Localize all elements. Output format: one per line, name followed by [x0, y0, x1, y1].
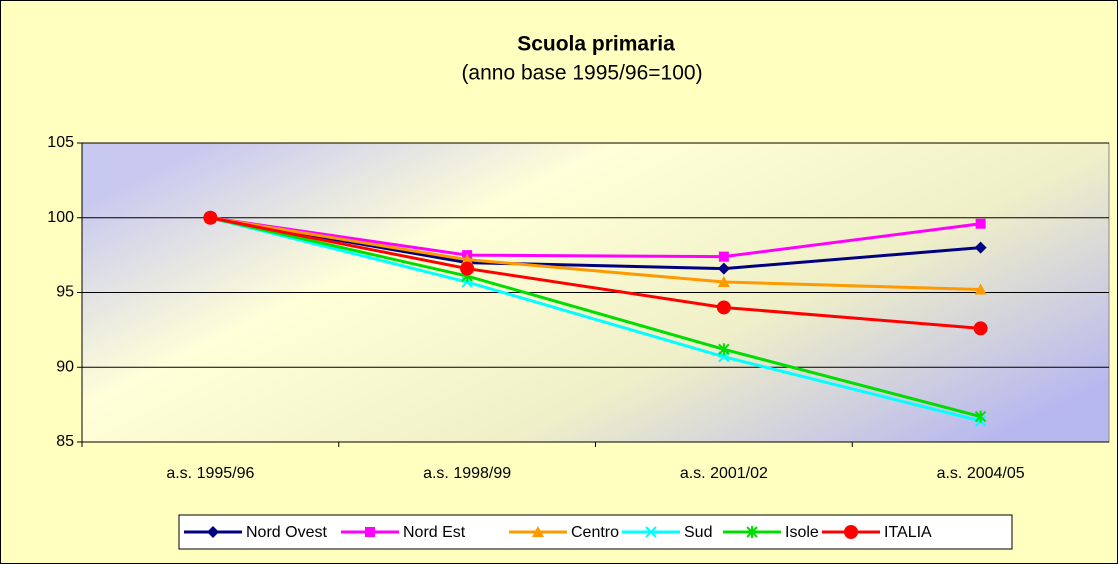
x-tick-label: a.s. 1998/99 [423, 465, 511, 482]
chart-subtitle: (anno base 1995/96=100) [461, 62, 702, 85]
chart-title: Scuola primaria [517, 33, 675, 56]
y-tick-label: 100 [47, 209, 74, 226]
series-line [210, 216, 981, 259]
legend-label: Nord Est [403, 524, 466, 541]
y-tick-label: 90 [56, 358, 74, 375]
legend-label: Nord Ovest [246, 524, 327, 541]
data-point [974, 241, 987, 254]
x-tick-label: a.s. 2004/05 [937, 465, 1025, 482]
data-point [718, 343, 730, 356]
data-point [717, 262, 730, 275]
data-point [203, 210, 218, 225]
y-tick-label: 95 [56, 284, 74, 301]
legend-label: Isole [785, 524, 819, 541]
legend-label: Sud [684, 524, 712, 541]
data-point [717, 276, 730, 288]
y-tick-label: 105 [47, 134, 74, 151]
x-tick-label: a.s. 2001/02 [680, 465, 768, 482]
series-line [210, 216, 982, 419]
series-line [210, 216, 981, 423]
legend-marker [207, 526, 219, 538]
series-line [210, 216, 981, 330]
legend-label: ITALIA [884, 524, 932, 541]
data-point [716, 300, 731, 315]
legend-marker [532, 526, 544, 537]
data-point [461, 253, 474, 265]
legend-marker [746, 526, 758, 538]
data-point [973, 321, 988, 336]
legend-marker [365, 527, 375, 537]
data-point [974, 410, 987, 423]
y-tick-label: 85 [56, 433, 74, 450]
data-point [718, 251, 729, 262]
data-point [974, 283, 987, 295]
legend-marker [645, 526, 657, 538]
legend-label: Centro [571, 524, 619, 541]
series-line [210, 216, 981, 292]
data-point [975, 218, 986, 229]
legend-marker [844, 525, 858, 539]
data-point [460, 261, 475, 276]
x-tick-label: a.s. 1995/96 [166, 465, 254, 482]
